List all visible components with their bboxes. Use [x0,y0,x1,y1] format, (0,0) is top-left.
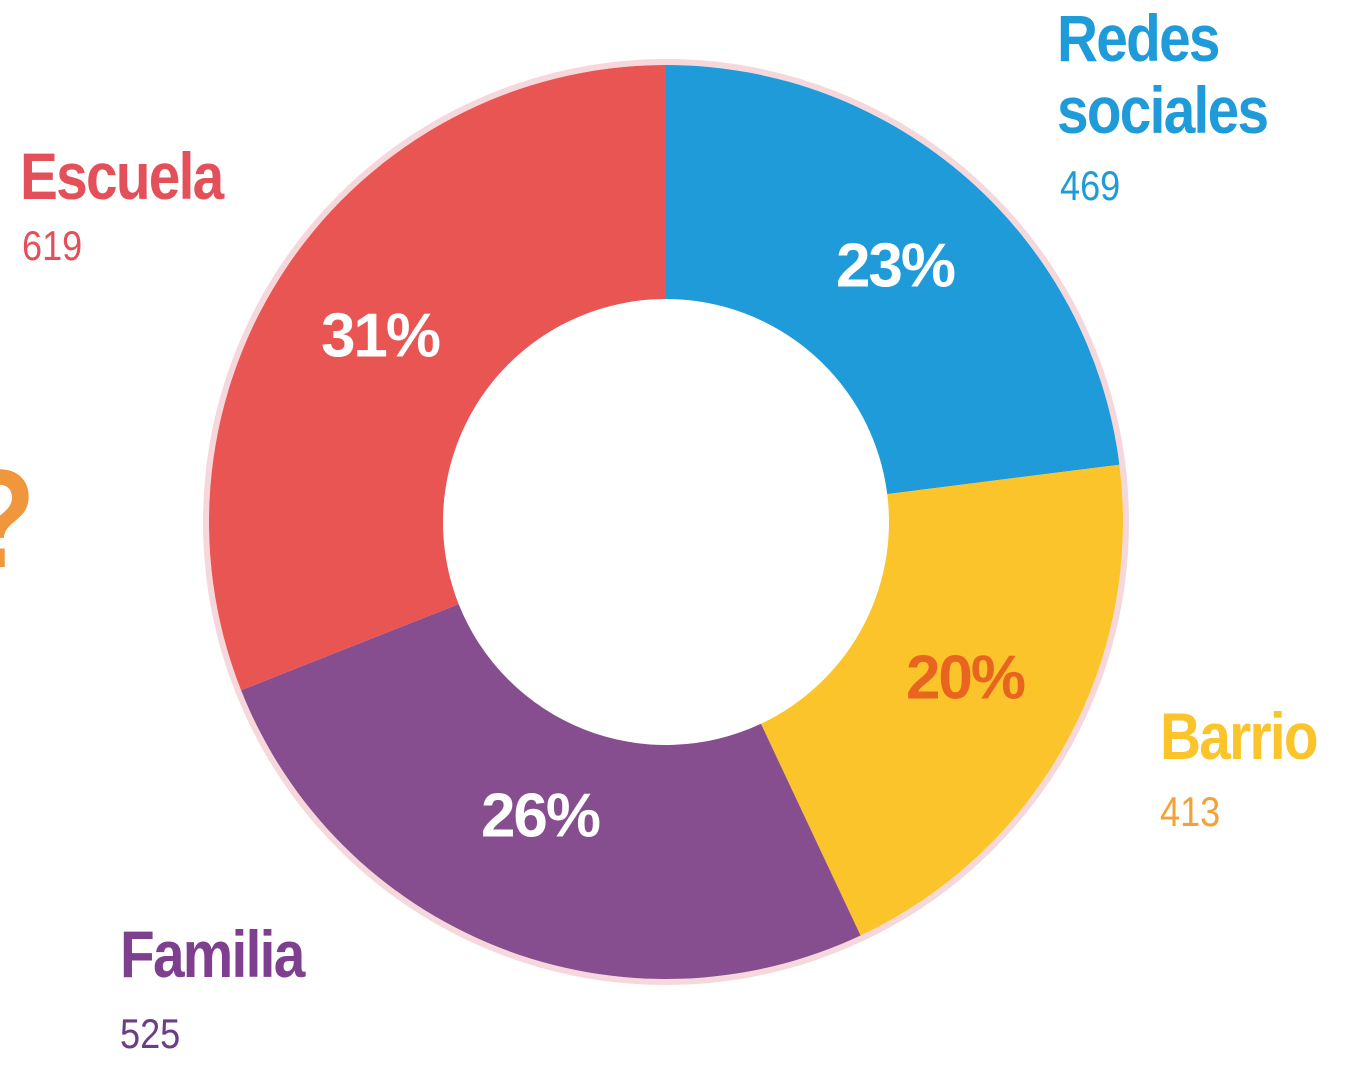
category-label: Barrio [1160,699,1319,773]
category-label: Escuela [20,139,224,213]
donut-shadow [203,59,1129,985]
count-label: 413 [1160,788,1221,835]
count-label: 619 [22,222,83,269]
donut-slice [241,604,861,979]
value-label: 20% [906,643,1025,712]
donut-slice [760,464,1123,936]
donut-slice [208,65,666,691]
donut-slice [666,65,1120,495]
count-label: 469 [1060,162,1121,209]
value-label: 23% [836,231,955,300]
category-label: Redes sociales [1057,1,1269,147]
category-label: Familia [120,917,305,991]
count-label: 525 [120,1010,181,1057]
value-label: 31% [321,301,440,370]
annotation: ? [0,438,36,600]
value-label: 26% [481,781,600,850]
